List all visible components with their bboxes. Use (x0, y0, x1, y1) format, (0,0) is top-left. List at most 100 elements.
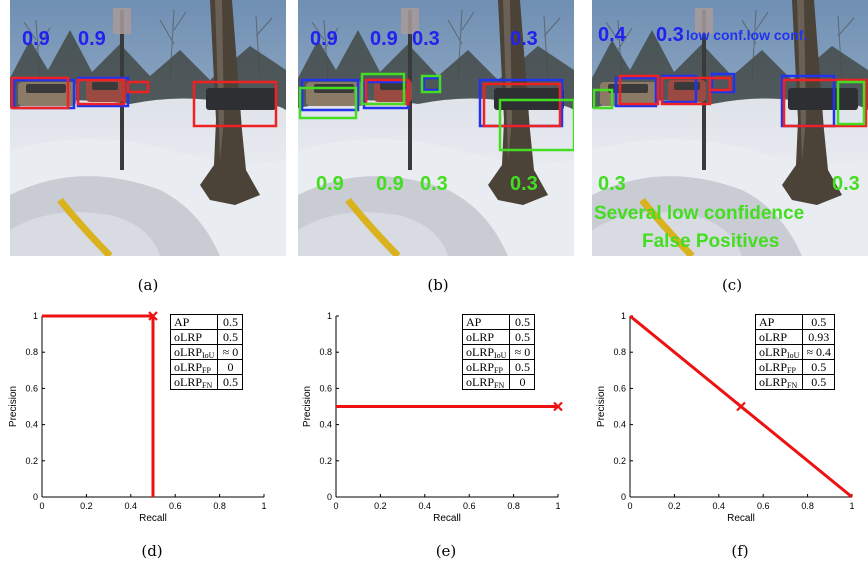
metric-value: 0.5 (802, 374, 836, 390)
y-tick-label: 0.6 (319, 383, 332, 393)
detection-box (614, 76, 658, 108)
metrics-row: oLRPFN 0.5 (754, 374, 836, 390)
x-tick-label: 0 (333, 501, 338, 511)
ground-truth-box (618, 74, 660, 106)
precision-recall-chart: 0 0.2 0.4 0.6 0.8 1 0 0.2 0.4 0.6 0.8 1 Recall Precis… (302, 311, 563, 524)
y-tick-label: 0.8 (25, 347, 38, 357)
x-tick-label: 0.8 (801, 501, 814, 511)
x-tick-label: 0.2 (668, 501, 681, 511)
optimal-point-marker (736, 401, 746, 412)
metric-subscript: FP (202, 366, 211, 375)
green-box (592, 88, 614, 110)
x-tick-label: 0.8 (507, 501, 520, 511)
detection-score: 0.9 (310, 28, 338, 50)
detection-box (710, 72, 736, 94)
ground-truth-box (192, 80, 278, 128)
x-axis-label: Recall (727, 513, 755, 524)
marker-stroke (736, 401, 746, 412)
y-tick-label: 0.6 (25, 383, 38, 393)
metric-name: oLRPFN (169, 374, 219, 390)
metrics-table: AP 0.5 oLRP 0.5 oLRPIoU ≈ 0 oLRPFP 0.5 oLRPFN 0 (461, 314, 536, 390)
detection-score: 0.3 (510, 28, 538, 50)
metric-value: 0.93 (802, 329, 836, 345)
metric-value: ≈ 0 (509, 344, 536, 360)
detection-score: 0.3 (412, 28, 440, 50)
optimal-point-marker (148, 311, 158, 321)
metric-name: oLRPIoU (754, 344, 804, 360)
metric-value: ≈ 0.4 (802, 344, 836, 360)
x-axis-label: Recall (139, 513, 167, 524)
metrics-row: oLRPFP 0.5 (754, 359, 836, 375)
metric-value: 0.5 (509, 359, 536, 375)
y-tick-label: 1 (621, 311, 626, 321)
x-tick-label: 0.4 (419, 501, 432, 511)
ground-truth-box (482, 82, 562, 128)
x-tick-label: 0.6 (757, 501, 770, 511)
metric-value: 0.5 (509, 314, 536, 330)
green-box (298, 86, 358, 120)
caption-e: (e) (435, 542, 457, 560)
marker-stroke (148, 311, 158, 321)
caption-d: (d) (141, 542, 163, 560)
y-tick-label: 0.8 (613, 347, 626, 357)
y-tick-label: 0 (327, 492, 332, 502)
ground-truth-box (126, 80, 150, 94)
y-axis-label: Precision (8, 386, 19, 427)
x-tick-label: 0.8 (213, 501, 226, 511)
x-tick-label: 0.4 (713, 501, 726, 511)
metric-subscript: FN (202, 381, 213, 390)
metric-subscript: IoU (494, 351, 507, 360)
metrics-row: AP 0.5 (169, 314, 244, 330)
caption-a: (a) (137, 276, 159, 294)
x-tick-label: 0 (39, 501, 44, 511)
metrics-row: oLRPIoU ≈ 0 (169, 344, 244, 360)
green-score: 0.3 (598, 173, 626, 195)
caption-f: (f) (731, 542, 749, 560)
pr-curve (42, 314, 155, 497)
green-box (836, 80, 866, 126)
y-tick-label: 0.2 (613, 456, 626, 466)
metrics-table: AP 0.5 oLRP 0.93 oLRPIoU ≈ 0.4 oLRPFP 0.5 oLRPFN… (754, 314, 836, 390)
metric-value: 0 (509, 374, 536, 390)
ground-truth-box (782, 78, 868, 128)
y-tick-label: 1 (33, 311, 38, 321)
metric-name: AP (461, 314, 511, 330)
metrics-row: oLRP 0.5 (169, 329, 244, 345)
y-tick-label: 0.4 (319, 420, 332, 430)
metrics-row: oLRPIoU ≈ 0 (461, 344, 536, 360)
metric-name: oLRP (754, 329, 804, 345)
green-box (498, 98, 574, 152)
plot-panel-d: 0 0.2 0.4 0.6 0.8 1 0 0.2 0.4 0.6 0.8 1 Recall Precis… (0, 306, 280, 526)
metric-name: oLRPFN (754, 374, 804, 390)
metrics-row: AP 0.5 (754, 314, 836, 330)
ground-truth-box (76, 78, 126, 106)
metric-subscript: IoU (787, 351, 800, 360)
y-tick-label: 0.2 (25, 456, 38, 466)
y-tick-label: 0.2 (319, 456, 332, 466)
photo-panel-b: 0.9 0.9 0.3 0.3 0.9 0.9 0.3 0.3 (298, 0, 574, 256)
low-confidence-label: low conf.low conf. (686, 27, 807, 43)
metric-value: 0 (217, 359, 244, 375)
x-tick-label: 0.6 (463, 501, 476, 511)
green-score: 0.9 (316, 173, 344, 195)
metrics-row: oLRPFN 0 (461, 374, 536, 390)
green-score: 0.3 (420, 173, 448, 195)
green-score: 0.9 (376, 173, 404, 195)
plot-panel-e: 0 0.2 0.4 0.6 0.8 1 0 0.2 0.4 0.6 0.8 1 Recall Precis… (294, 306, 574, 526)
metric-value: 0.5 (217, 314, 244, 330)
metric-name: oLRPFN (461, 374, 511, 390)
green-score: 0.3 (832, 173, 860, 195)
metrics-row: AP 0.5 (461, 314, 536, 330)
precision-recall-chart: 0 0.2 0.4 0.6 0.8 1 0 0.2 0.4 0.6 0.8 1 Recall Precis… (8, 311, 267, 524)
scene-image: 0.9 0.9 0.3 0.3 0.9 0.9 0.3 0.3 (298, 0, 574, 256)
metric-name: oLRPFP (754, 359, 804, 375)
green-box (360, 72, 406, 106)
detection-score: 0.3 (656, 24, 684, 46)
x-tick-label: 0.2 (374, 501, 387, 511)
optimal-point-marker (553, 401, 563, 412)
x-tick-label: 1 (555, 501, 560, 511)
metric-name: oLRPIoU (169, 344, 219, 360)
metric-name: oLRPFP (461, 359, 511, 375)
y-tick-label: 0.4 (613, 420, 626, 430)
green-score: 0.3 (510, 173, 538, 195)
